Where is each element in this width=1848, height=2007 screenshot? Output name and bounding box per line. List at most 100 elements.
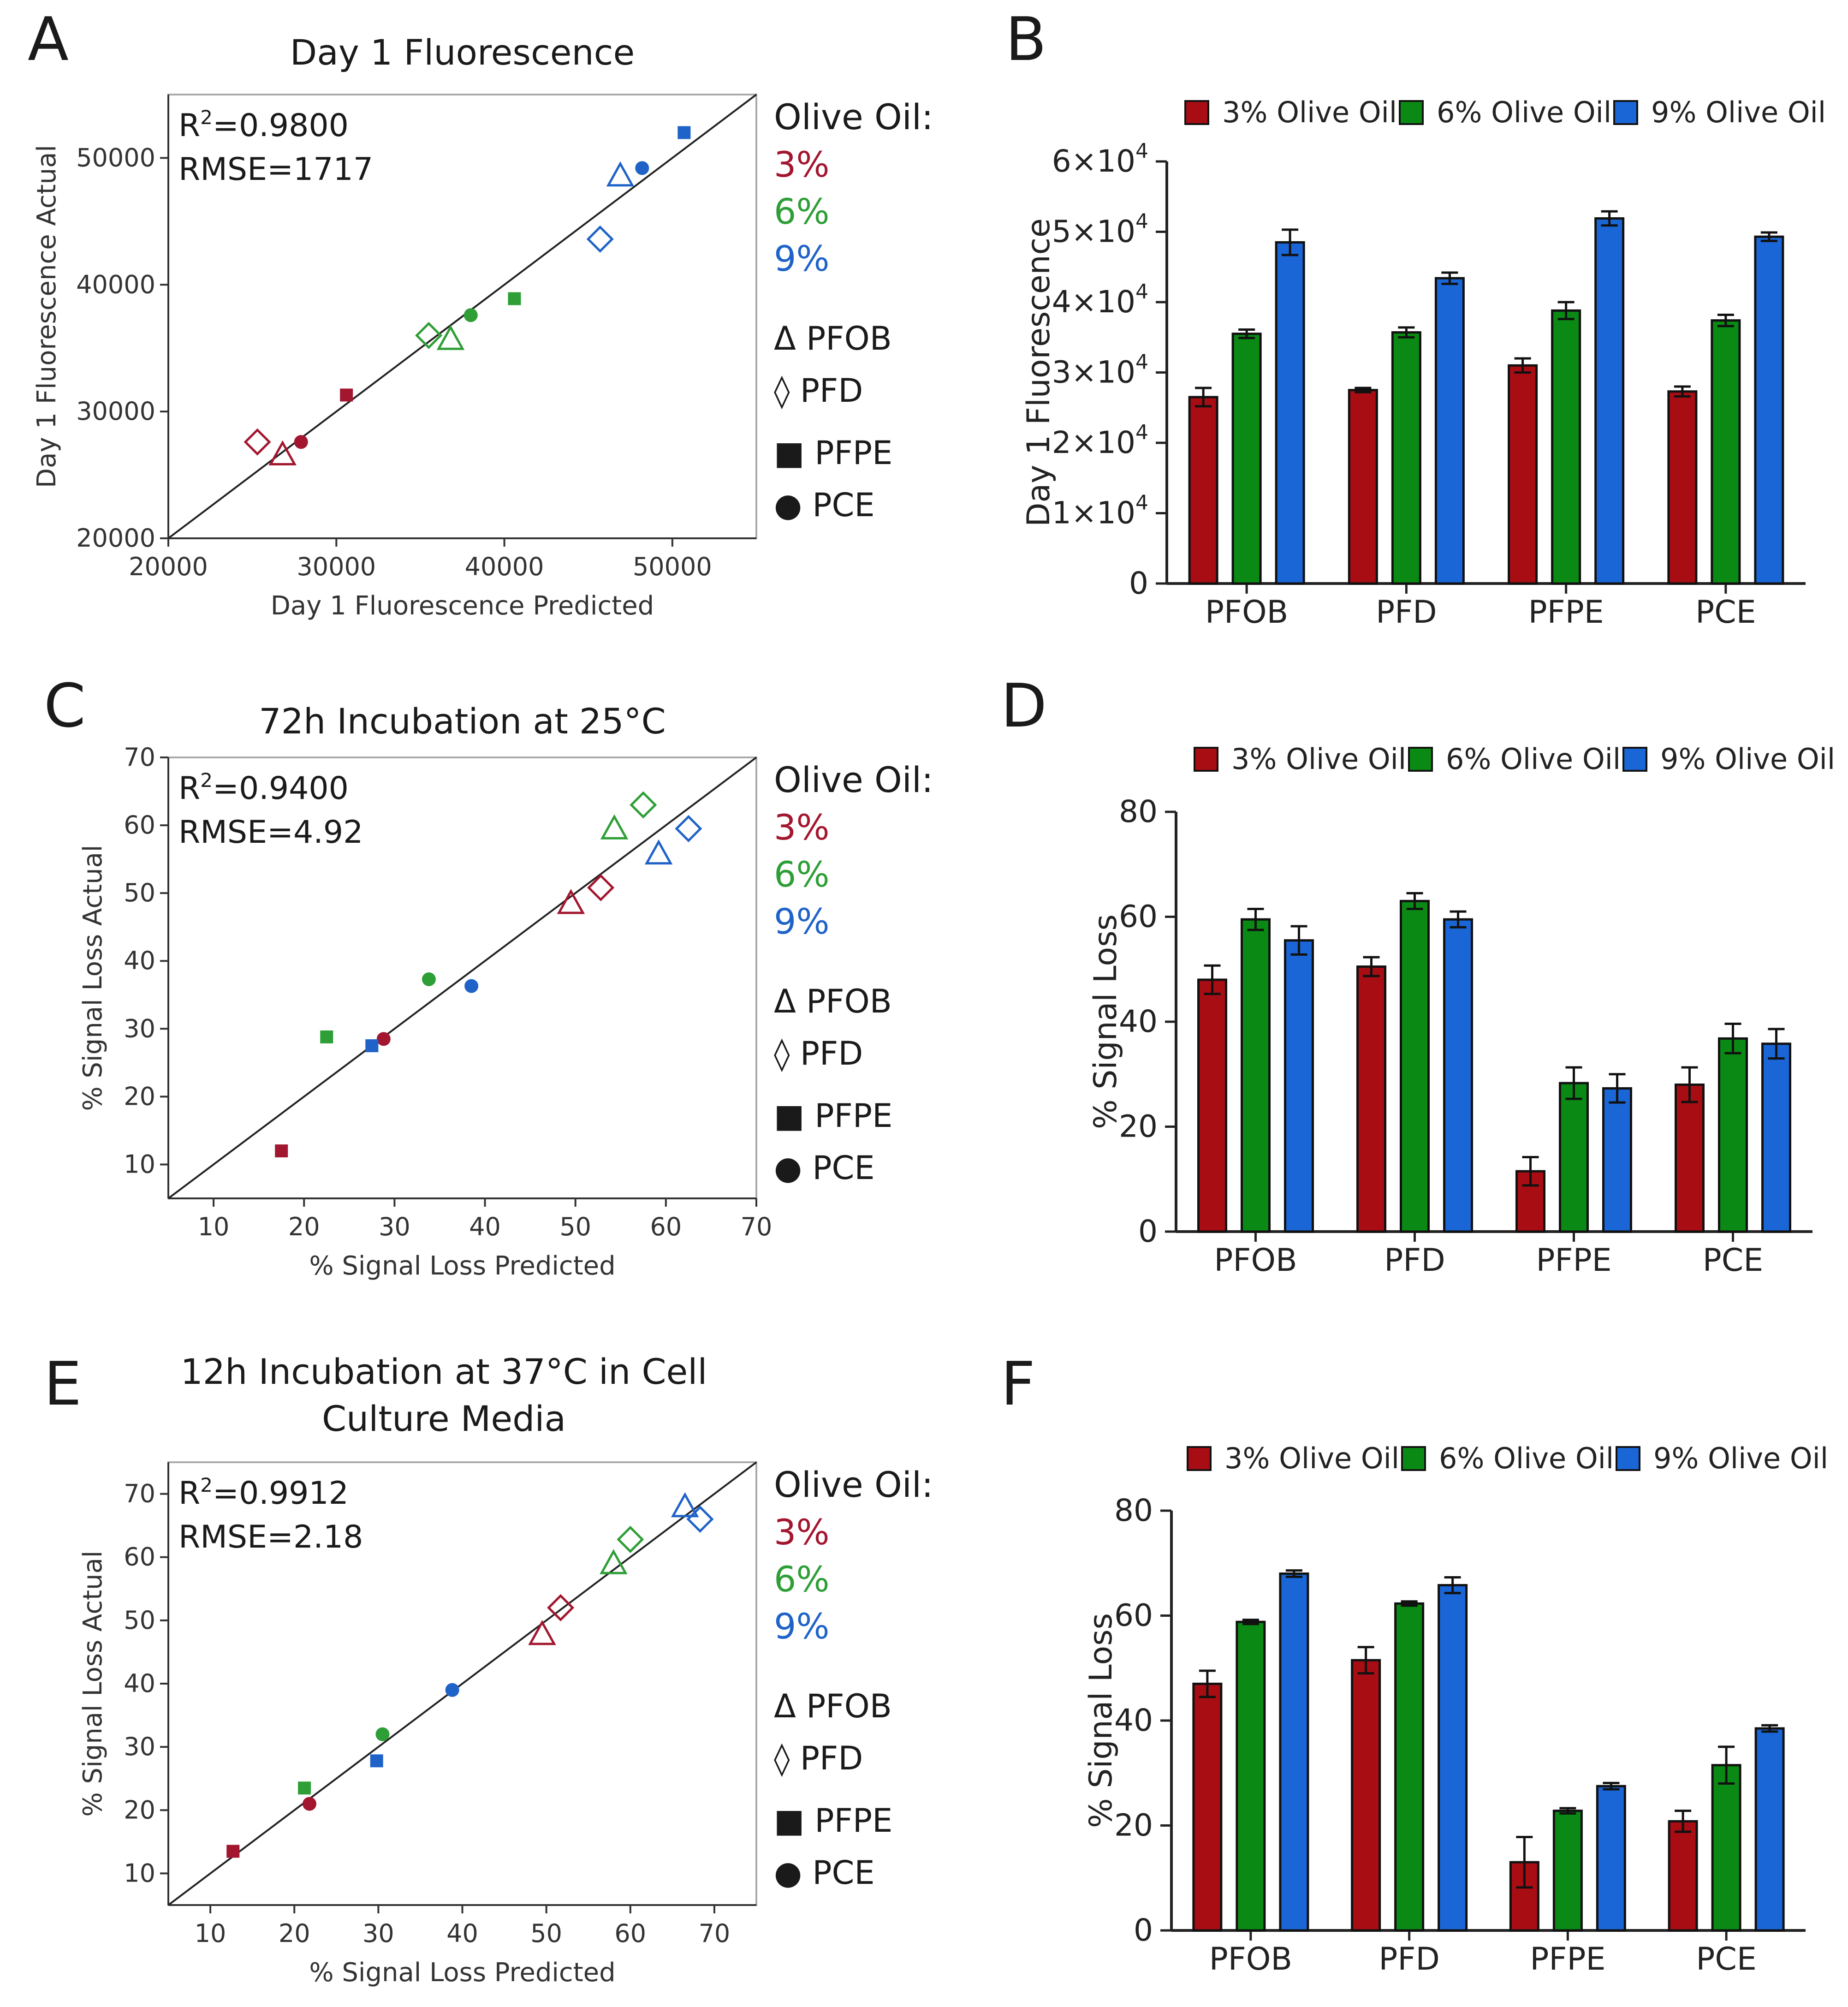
bar bbox=[1551, 309, 1581, 585]
bar bbox=[1754, 235, 1784, 585]
x-tick-label: PFOB bbox=[1214, 1242, 1297, 1279]
point-pfd bbox=[415, 322, 443, 349]
point-pce bbox=[294, 435, 308, 449]
x-axis-label: % Signal Loss Predicted bbox=[309, 1251, 615, 1281]
legend-entry-6pct: 6% bbox=[774, 191, 830, 232]
bar bbox=[1596, 1785, 1626, 1932]
point-pfd bbox=[547, 1594, 575, 1621]
legend-title: Olive Oil: bbox=[774, 1464, 933, 1505]
y-tick-label: 2×104 bbox=[1052, 421, 1148, 460]
bar bbox=[1391, 331, 1421, 585]
y-tick-label: 4×104 bbox=[1052, 280, 1148, 320]
y-tick-label: 40 bbox=[1119, 1004, 1158, 1039]
bar bbox=[1711, 1764, 1741, 1932]
y-tick-label: 80 bbox=[1114, 1493, 1153, 1528]
legend-swatch bbox=[1401, 1446, 1426, 1471]
legend-symbol: Δ PFOB bbox=[774, 983, 892, 1020]
x-tick-label: PCE bbox=[1696, 1941, 1756, 1977]
y-tick-label: 20 bbox=[1119, 1109, 1158, 1144]
x-tick-label: 60 bbox=[650, 1212, 682, 1241]
y-tick-label: 30 bbox=[124, 1732, 155, 1761]
legend-swatch bbox=[1399, 100, 1424, 125]
point-pfob bbox=[557, 889, 585, 914]
legend-label: 9% Olive Oil bbox=[1660, 742, 1835, 776]
bar bbox=[1236, 1620, 1266, 1932]
point-pfob bbox=[436, 325, 465, 350]
y-tick-label: 30000 bbox=[76, 397, 155, 426]
y-axis-label: % Signal Loss Actual bbox=[78, 1551, 108, 1817]
bar bbox=[1188, 396, 1218, 585]
legend-symbol: ■ PFPE bbox=[774, 1802, 892, 1840]
point-pfd bbox=[587, 874, 615, 901]
legend-title: Olive Oil: bbox=[774, 96, 933, 137]
y-tick-label: 40 bbox=[124, 1669, 155, 1698]
rmse-label: RMSE=4.92 bbox=[178, 814, 363, 851]
legend-entry-3pct: 3% bbox=[774, 1512, 830, 1553]
y-tick-label: 10 bbox=[124, 1858, 155, 1888]
y-tick-label: 3×104 bbox=[1052, 351, 1148, 390]
legend-symbol: ◊ PFD bbox=[774, 1739, 863, 1777]
x-tick-label: 40 bbox=[469, 1212, 501, 1241]
legend-symbol: ● PCE bbox=[774, 1854, 875, 1892]
y-axis-label: % Signal Loss bbox=[1087, 914, 1124, 1129]
y-tick-label: 50 bbox=[124, 878, 155, 907]
legend-symbol: ● PCE bbox=[774, 486, 875, 524]
legend-symbol: ■ PFPE bbox=[774, 434, 892, 472]
bar bbox=[1711, 319, 1741, 585]
y-axis-label: Day 1 Fluorescence Actual bbox=[32, 145, 62, 488]
x-tick-label: PFPE bbox=[1530, 1941, 1605, 1977]
y-tick-label: 1×104 bbox=[1052, 491, 1148, 531]
bar bbox=[1675, 1084, 1705, 1233]
r-squared-label: R2=0.9912 bbox=[178, 1474, 349, 1512]
y-tick-label: 30 bbox=[124, 1014, 155, 1043]
rmse-label: RMSE=2.18 bbox=[178, 1519, 363, 1555]
point-pfob bbox=[671, 1492, 699, 1518]
point-pfd bbox=[630, 791, 657, 819]
x-tick-label: 50 bbox=[559, 1212, 591, 1241]
point-pce bbox=[445, 1683, 459, 1697]
x-tick-label: PFPE bbox=[1536, 1242, 1611, 1279]
legend-swatch bbox=[1622, 747, 1647, 772]
legend-entry-9pct: 9% bbox=[774, 1606, 830, 1647]
point-pfob bbox=[528, 1620, 556, 1645]
bar bbox=[1443, 918, 1473, 1233]
legend-swatch bbox=[1408, 747, 1433, 772]
x-tick-label: 30000 bbox=[297, 552, 376, 581]
r-squared-label: R2=0.9800 bbox=[178, 106, 349, 144]
x-tick-label: PFPE bbox=[1528, 594, 1604, 631]
point-pfd bbox=[244, 428, 271, 456]
y-tick-label: 80 bbox=[1119, 794, 1158, 829]
r-squared-label: R2=0.9400 bbox=[178, 769, 349, 807]
bar bbox=[1438, 1584, 1468, 1932]
legend-symbol: ● PCE bbox=[774, 1149, 875, 1187]
y-tick-label: 40 bbox=[124, 946, 155, 975]
bar bbox=[1351, 1659, 1381, 1932]
legend-label: 9% Olive Oil bbox=[1651, 95, 1826, 129]
y-axis-label: % Signal Loss Actual bbox=[78, 845, 108, 1111]
point-pfob bbox=[644, 839, 673, 865]
point-pfpe bbox=[365, 1039, 379, 1053]
x-tick-label: 40 bbox=[446, 1919, 478, 1948]
y-tick-label: 6×104 bbox=[1052, 139, 1148, 179]
legend-swatch bbox=[1613, 100, 1638, 125]
x-tick-label: 30 bbox=[379, 1212, 410, 1241]
bar bbox=[1718, 1037, 1748, 1233]
chart-title: Culture Media bbox=[322, 1398, 566, 1439]
bar bbox=[1667, 390, 1698, 585]
panel-letter: D bbox=[1001, 671, 1047, 741]
bar bbox=[1275, 241, 1305, 585]
bar bbox=[1356, 965, 1386, 1233]
x-tick-label: 10 bbox=[198, 1212, 230, 1241]
x-tick-label: 20 bbox=[279, 1919, 310, 1948]
point-pce bbox=[376, 1032, 391, 1046]
legend-symbol: ◊ PFD bbox=[774, 1035, 863, 1072]
panel-b: B 3% Olive Oil 6% Olive Oil 9% Olive Oil 0 1×… bbox=[1005, 4, 1826, 631]
y-tick-label: 10 bbox=[124, 1149, 155, 1179]
chart-title: 72h Incubation at 25°C bbox=[259, 701, 666, 742]
legend-entry-9pct: 9% bbox=[774, 901, 830, 942]
legend-swatch bbox=[1616, 1446, 1640, 1471]
bar bbox=[1761, 1042, 1791, 1233]
point-pce bbox=[422, 972, 436, 986]
panel-letter: E bbox=[44, 1349, 82, 1419]
point-pce bbox=[463, 308, 478, 322]
